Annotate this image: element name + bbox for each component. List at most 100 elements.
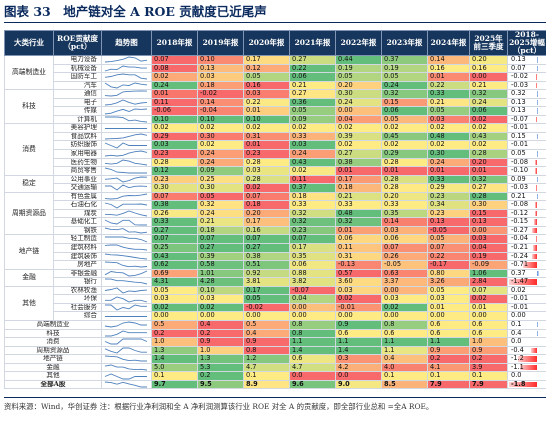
value-cell: 0.1 [427,371,470,381]
value-cell: 0.07 [197,234,244,245]
value-cell: 0.18 [335,183,382,193]
value-cell: 0.17 [289,243,336,253]
value-cell: 0.27 [289,89,336,99]
change-value: 0.32 [511,89,526,98]
value-cell: 0.01 [151,89,198,99]
change-cell: 0.21 [507,191,546,202]
value-cell: 0.20 [335,80,382,91]
negative-change-bar [535,116,537,123]
value-cell: 0.02 [469,114,508,125]
value-cell: 0.21 [197,217,244,227]
value-cell: 0.03 [469,234,508,245]
value-cell: 0.19 [335,63,382,74]
value-cell: 1.4 [151,354,198,364]
value-cell: 0.1 [243,371,290,381]
value-cell: 0.0 [289,371,336,381]
change-cell: -0.01 [507,140,546,150]
value-cell: 0.09 [197,166,244,176]
value-cell: 0.05 [381,114,428,125]
table-row: 煤炭 0.26 0.24 0.20 0.32 0.48 0.35 0.23 0.15 -0.12 [5,208,546,219]
value-cell: 0.19 [469,251,508,262]
value-cell: 0.01 [243,140,290,150]
value-cell: 0.63 [381,268,428,279]
change-cell: -0.21 [507,243,546,253]
negative-change-bar [534,219,537,225]
table-row: 食品饮料 0.29 0.30 0.31 0.33 0.39 0.45 0.48 0.43 0.15 [5,131,546,142]
value-cell: 0.02 [197,140,244,150]
summary-label: 其他 [4,371,102,381]
value-cell: 0.04 [469,243,508,253]
value-cell: 0.04 [335,114,382,125]
value-cell: 0.48 [335,208,382,219]
figure-title: 图表 33 地产链对全 A ROE 贡献度已近尾声 [4,4,267,19]
table-row: 电子 0.11 0.14 0.22 0.36 0.24 0.15 0.21 0.24 0.13 [5,97,546,108]
change-cell: -0.24 [507,251,546,262]
value-cell: 0.18 [243,200,290,210]
value-cell: 0.14 [427,55,470,65]
change-cell: -0.12 [507,208,546,219]
value-cell: 1.0 [197,345,244,356]
table-row: 综合 0.00 0.00 0.00 0.00 0.00 0.00 0.00 0.00 0.00 [5,311,546,321]
column-header: 2023年报 [381,30,428,56]
change-value: 0.21 [511,192,526,200]
value-cell: 0.6 [289,354,336,364]
value-cell: 0.28 [151,157,198,168]
value-cell: 0.06 [469,106,508,116]
value-cell: 5.3 [197,362,244,373]
sparkline-path [104,142,147,149]
change-cell: -0.01 [507,294,546,304]
table-row: 科技 通信 0.01 -0.02 0.03 0.27 0.30 0.32 0.33 0.32 0.3… [4,89,546,125]
negative-change-bar [523,262,537,268]
column-header: 大类行业 [4,30,54,56]
value-cell: 0.01 [427,72,470,82]
value-cell: 1.1 [289,337,336,347]
value-cell: 0.00 [243,311,290,321]
sparkline-path [104,364,148,371]
sparkline-path [104,210,148,217]
value-cell: 0.02 [243,183,290,193]
change-value: -0.21 [511,243,529,252]
trend-sparkline [101,294,152,304]
industry-label: 食品饮料 [53,131,102,142]
industry-label: 交通运输 [53,183,102,193]
value-cell: 0.9 [243,337,290,347]
value-cell: 0.29 [427,183,470,193]
table-row: 房地产 0.62 0.58 0.51 0.06 -0.13 -0.05 -0.17 -0.09-… [5,260,546,270]
value-cell: 0.23 [289,225,336,236]
trend-sparkline [101,174,152,185]
value-cell: 8.5 [381,379,428,390]
category-label: 消费 [4,123,54,176]
value-cell: 0.11 [289,174,336,185]
column-header: 2019年报 [197,30,244,56]
change-cell: 0.09 [507,174,546,185]
value-cell: 4.7 [243,362,290,373]
sparkline-path [105,296,148,303]
value-cell: 0.33 [151,217,198,227]
value-cell: 0.30 [197,183,244,193]
value-cell: 0.31 [335,251,382,262]
change-value: 0.07 [511,64,526,72]
value-cell: -0.05 [427,225,470,236]
value-cell: 1.0 [151,337,198,347]
table-row: 环保 0.03 0.03 0.05 0.04 0.02 0.03 0.03 0.02 -0.01 [5,294,546,304]
industry-label: 房地产 [53,260,102,270]
sparkline-path [104,373,147,379]
industry-label: 煤炭 [53,208,102,219]
value-cell: 1.1 [335,337,382,347]
value-cell: 0.02 [151,72,198,82]
value-cell: 0.02 [335,140,382,150]
change-cell: 0.13 [507,106,546,116]
column-header: 趋势图 [101,30,152,56]
trend-sparkline [101,123,152,133]
value-cell: 1.4 [289,345,336,356]
source-rule [4,397,546,398]
value-cell: 0.62 [151,260,198,270]
value-cell: 0.02 [427,140,470,150]
change-cell: 0.05 [507,149,546,159]
value-cell: 0.02 [335,294,382,304]
value-cell: 0.6 [335,328,382,339]
negative-change-bar [535,159,537,166]
value-cell: 0.17 [243,217,290,227]
change-cell: -0.27 [507,225,546,236]
value-cell: 4.0 [381,362,428,373]
